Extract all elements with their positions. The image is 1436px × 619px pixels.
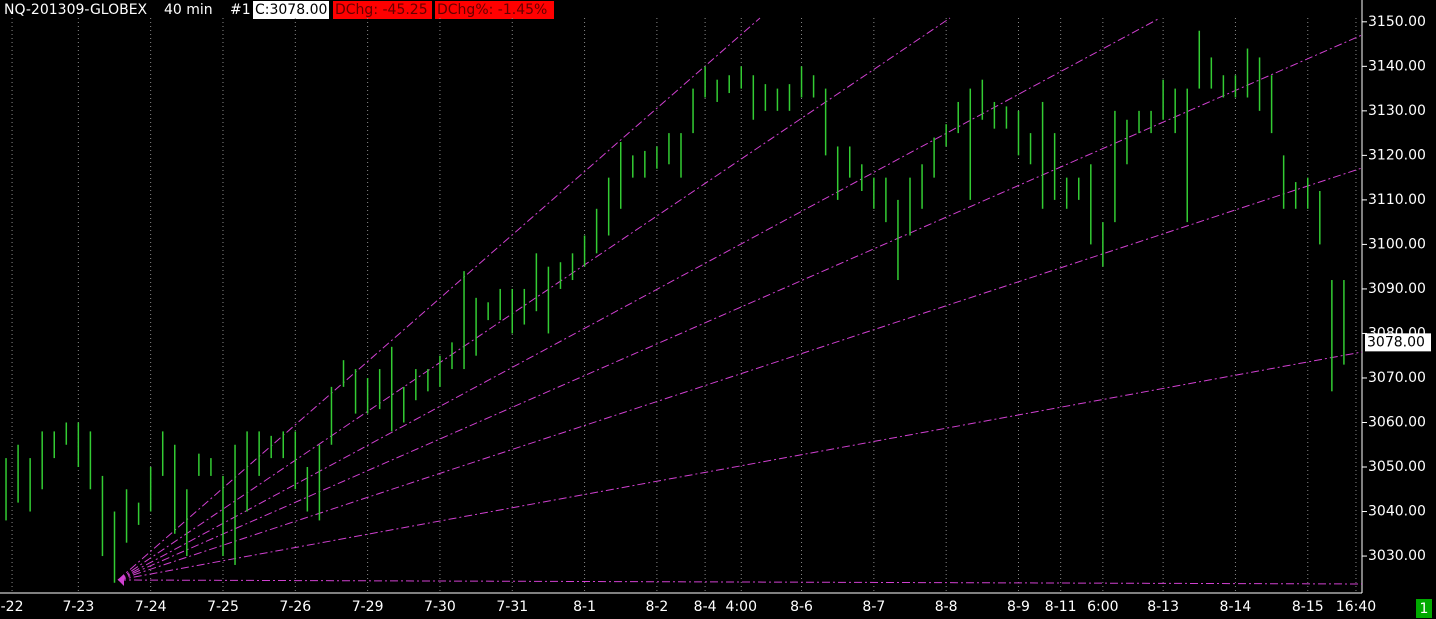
fan-line [117, 579, 1363, 585]
x-tick-label: 7-31 [496, 599, 528, 615]
x-tick-label: 8-9 [1007, 599, 1030, 615]
x-tick-label: 7-23 [62, 599, 94, 615]
y-tick-label: 3100.00 [1368, 236, 1426, 252]
x-tick-label: 7-24 [135, 599, 167, 615]
x-tick-label: 8-7 [862, 599, 885, 615]
x-tick-label: 6:00 [1087, 599, 1118, 615]
badge: 1 [1420, 601, 1429, 617]
x-tick-label: 7-29 [352, 599, 384, 615]
x-tick-label: 8-2 [645, 599, 668, 615]
y-tick-label: 3060.00 [1368, 414, 1426, 430]
x-tick-label: 8-14 [1220, 599, 1252, 615]
y-tick-label: 3130.00 [1368, 103, 1426, 119]
last-price: 3078.00 [1367, 334, 1425, 350]
fan-line [117, 167, 1363, 581]
window: #1 [230, 2, 251, 18]
interval: 40 min [164, 2, 213, 18]
y-tick-label: 3090.00 [1368, 281, 1426, 297]
symbol: NQ-201309-GLOBEX [4, 2, 148, 18]
fan-line [117, 17, 951, 581]
fan-line [117, 17, 1161, 581]
x-tick-label: 8-6 [790, 599, 813, 615]
last-price-box [1365, 333, 1431, 352]
x-tick-label: 8-15 [1292, 599, 1324, 615]
dchg-box [333, 1, 432, 19]
x-tick-label: 7-25 [207, 599, 239, 615]
badge-box [1416, 599, 1432, 618]
x-tick-label: -22 [1, 599, 24, 615]
fan-origin [118, 574, 124, 586]
y-tick-label: 3030.00 [1368, 548, 1426, 564]
header: NQ-201309-GLOBEX 40 min #1 C:3078.00 DCh… [4, 1, 554, 19]
x-tick-label: 16:40 [1336, 599, 1376, 615]
x-tick-label: 7-26 [279, 599, 311, 615]
x-tick-label: 8-13 [1147, 599, 1179, 615]
x-tick-label: 8-4 [694, 599, 717, 615]
y-tick-label: 3120.00 [1368, 147, 1426, 163]
x-tick-label: 7-30 [424, 599, 456, 615]
y-tick-label: 3140.00 [1368, 58, 1426, 74]
fan-line [117, 17, 761, 581]
y-tick-label: 3150.00 [1368, 14, 1426, 30]
x-tick-label: 8-11 [1045, 599, 1077, 615]
fan-line [117, 351, 1363, 581]
dchg-pct-box [435, 1, 554, 19]
x-tick-label: 8-1 [573, 599, 596, 615]
close: C:3078.00 [255, 2, 327, 18]
x-tick-label: 4:00 [726, 599, 757, 615]
x-tick-label: 8-8 [935, 599, 958, 615]
fan-line [117, 34, 1363, 581]
y-tick-label: 3050.00 [1368, 459, 1426, 475]
y-tick-label: 3110.00 [1368, 192, 1426, 208]
y-tick-label: 3040.00 [1368, 504, 1426, 520]
y-tick-label: 3070.00 [1368, 370, 1426, 386]
close-box [253, 1, 329, 19]
dchg-pct: DChg%: -1.45% [437, 2, 547, 18]
dchg: DChg: -45.25 [335, 2, 428, 18]
